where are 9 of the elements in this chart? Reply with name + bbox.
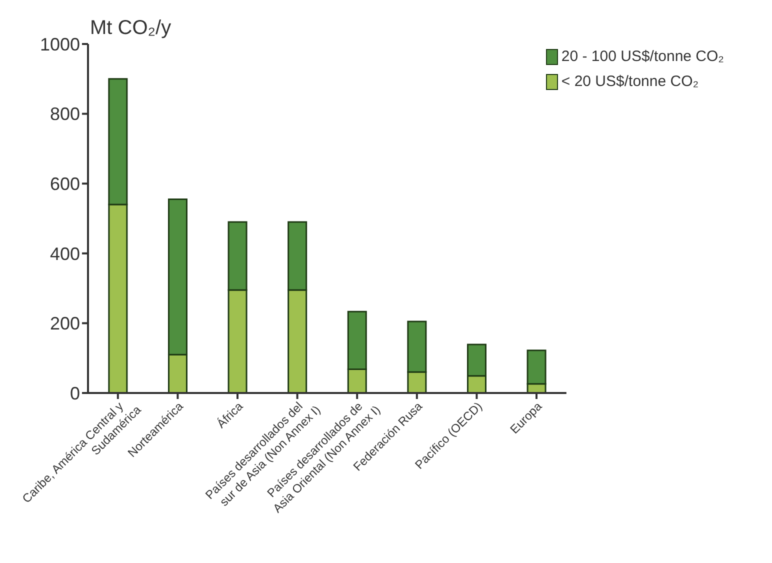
legend-label: < 20 US$/tonne CO₂ [561,73,699,90]
y-tick-label: 0 [70,383,80,404]
y-tick-label: 1000 [40,34,80,54]
y-axis-title: Mt CO₂/y [90,17,172,39]
y-tick-label: 200 [50,314,80,334]
y-tick-label: 800 [50,104,80,124]
y-tick-label: 400 [50,244,80,264]
y-tick-label: 600 [50,174,80,194]
legend-label: 20 - 100 US$/tonne CO₂ [561,48,724,65]
